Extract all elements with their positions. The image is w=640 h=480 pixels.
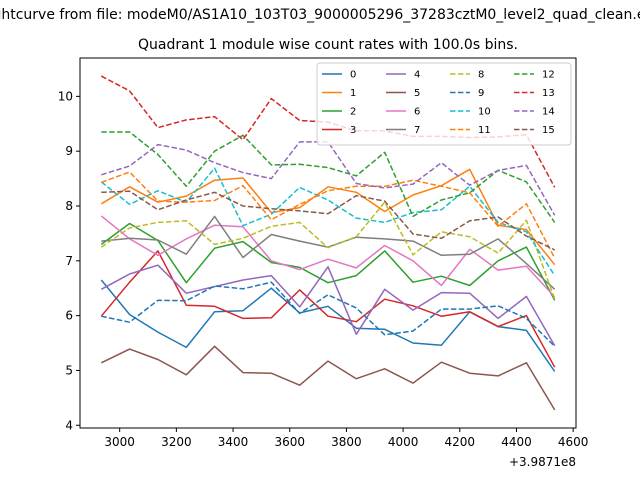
legend-box: [316, 62, 572, 146]
legend-label-9: 9: [478, 88, 484, 99]
x-tick-label: 4000: [388, 435, 419, 449]
y-tick-label: 5: [65, 363, 73, 377]
series-line-12: [101, 131, 556, 223]
y-tick-label: 9: [65, 144, 73, 158]
series-line-5: [100, 345, 556, 411]
plot-frame: [79, 57, 577, 429]
legend-label-3: 3: [350, 125, 356, 136]
x-offset-text: +3.9871e8: [509, 455, 576, 469]
series-line-8: [100, 201, 556, 300]
legend-label-15: 15: [542, 125, 555, 136]
series-line-6: [100, 215, 556, 298]
x-tick-label: 4600: [558, 435, 589, 449]
legend-label-11: 11: [478, 125, 491, 136]
x-tick-label: 4400: [501, 435, 532, 449]
x-tick-label: 3800: [331, 435, 362, 449]
y-tick-label: 8: [65, 199, 73, 213]
x-tick-label: 3600: [274, 435, 305, 449]
x-tick-label: 3200: [161, 435, 192, 449]
series-line-3: [100, 250, 556, 368]
series-line-11: [101, 171, 556, 259]
legend-label-4: 4: [414, 70, 420, 81]
legend-label-0: 0: [350, 70, 356, 81]
legend-label-8: 8: [478, 70, 484, 81]
chart-title: Quadrant 1 module wise count rates with …: [138, 37, 518, 53]
legend-label-10: 10: [478, 107, 491, 118]
y-tick-label: 6: [65, 309, 73, 323]
axis-ticks: 3000 3200 3400 3600 3800 4000 4200 4400 4600 4 5 6 7…: [58, 89, 589, 449]
legend-label-1: 1: [350, 88, 356, 99]
x-tick-label: 3400: [218, 435, 249, 449]
x-tick-label: 3000: [104, 435, 135, 449]
series-line-15: [101, 190, 556, 251]
series-line-4: [100, 264, 556, 347]
y-tick-label: 4: [65, 418, 73, 432]
legend-label-13: 13: [542, 88, 555, 99]
legend-label-7: 7: [414, 125, 420, 136]
legend-label-12: 12: [542, 70, 555, 81]
series-line-9: [101, 281, 556, 347]
figure-suptitle: Lightcurve from file: modeM0/AS1A10_103T…: [0, 7, 640, 23]
legend-label-14: 14: [542, 107, 555, 118]
series-line-2: [100, 222, 556, 301]
x-tick-label: 4200: [445, 435, 476, 449]
legend-label-5: 5: [414, 88, 420, 99]
legend-label-6: 6: [414, 107, 420, 118]
series-line-10: [100, 167, 556, 277]
legend-label-2: 2: [350, 107, 356, 118]
y-tick-label: 10: [58, 89, 73, 103]
series-line-14: [101, 141, 556, 216]
y-tick-label: 7: [65, 254, 73, 268]
